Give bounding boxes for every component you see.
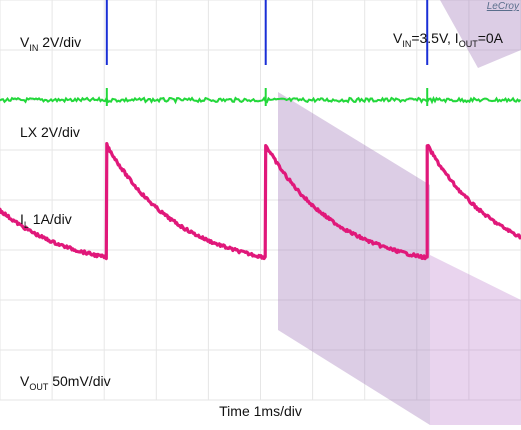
brand-logo: LeCroy	[486, 1, 519, 12]
series-label-lx: LX 2V/div	[20, 124, 80, 140]
watermark-shape	[440, 0, 521, 68]
x-axis-label: Time 1ms/div	[219, 403, 302, 419]
series-label-vout: VOUT 50mV/div	[20, 373, 111, 392]
trace-group	[0, 0, 521, 261]
trace-vout	[0, 142, 521, 261]
watermark-shape	[278, 92, 430, 425]
watermark-shape	[430, 255, 521, 425]
watermark-overlay	[278, 0, 521, 425]
trace-il	[0, 95, 521, 105]
series-label-il: IL 1A/div	[20, 211, 72, 230]
scope-grid	[0, 0, 521, 401]
series-label-vin: VIN 2V/div	[20, 34, 82, 53]
test-conditions: VIN=3.5V, IOUT=0A	[392, 30, 503, 49]
